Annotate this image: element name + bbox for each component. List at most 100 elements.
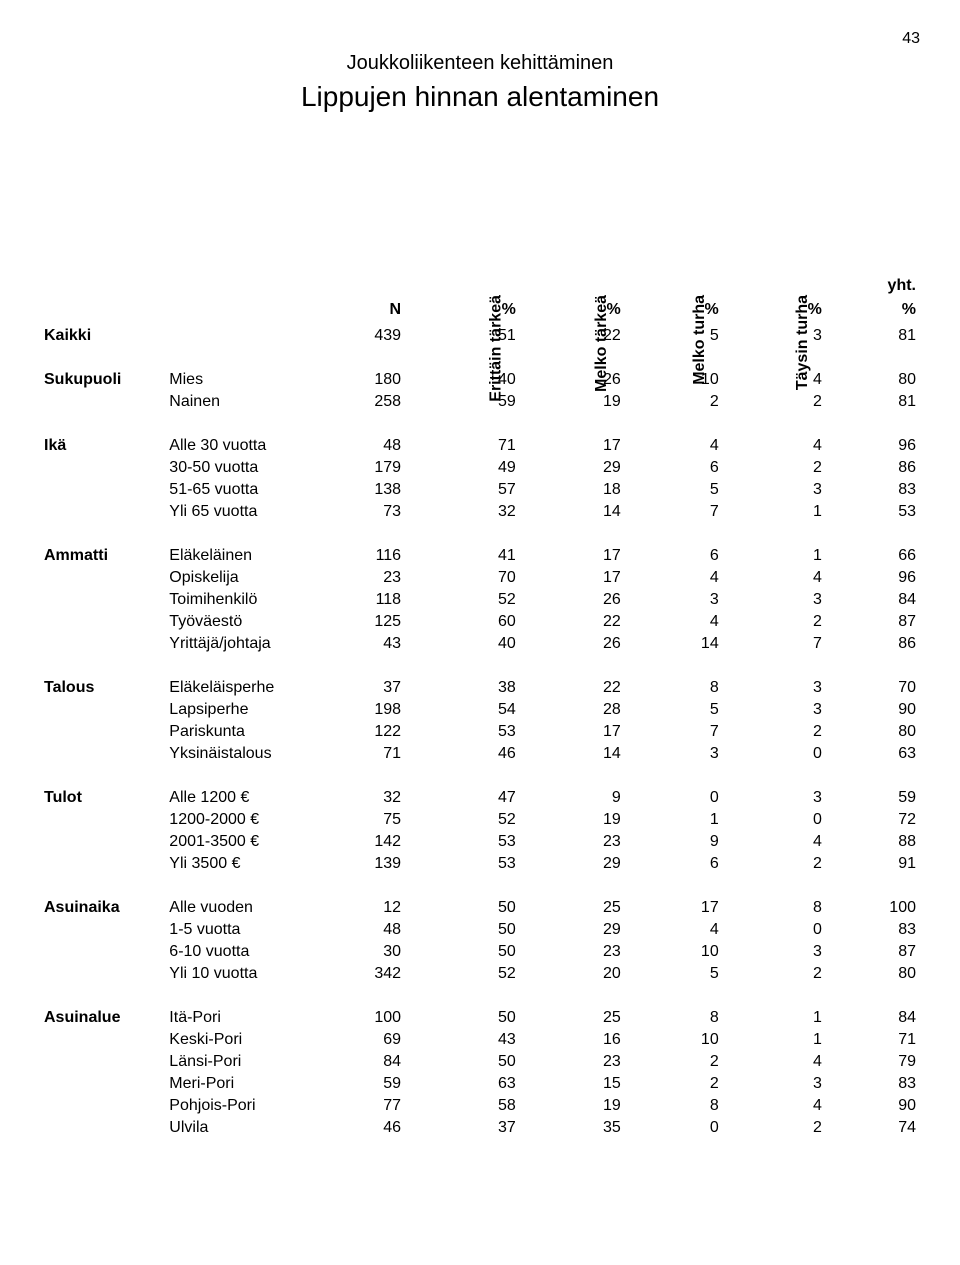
value-cell: 86 bbox=[826, 633, 920, 655]
n-cell: 100 bbox=[330, 1007, 405, 1029]
table-row: AsuinalueItä-Pori10050258184 bbox=[40, 1007, 920, 1029]
value-cell: 4 bbox=[723, 1095, 826, 1117]
value-cell: 1 bbox=[723, 545, 826, 567]
n-cell: 77 bbox=[330, 1095, 405, 1117]
value-cell: 0 bbox=[723, 743, 826, 765]
group-cell bbox=[40, 589, 165, 611]
table-row: 6-10 vuotta30502310387 bbox=[40, 941, 920, 963]
label-cell: Pariskunta bbox=[165, 721, 330, 743]
col-header-c5: yht. bbox=[826, 153, 920, 299]
value-cell: 6 bbox=[625, 853, 723, 875]
value-cell: 19 bbox=[520, 1095, 625, 1117]
n-cell: 12 bbox=[330, 897, 405, 919]
value-cell: 46 bbox=[405, 743, 520, 765]
value-cell: 1 bbox=[723, 1029, 826, 1051]
value-cell: 7 bbox=[723, 633, 826, 655]
value-cell: 4 bbox=[723, 435, 826, 457]
label-cell: 51-65 vuotta bbox=[165, 479, 330, 501]
value-cell: 70 bbox=[405, 567, 520, 589]
value-cell: 0 bbox=[723, 919, 826, 941]
value-cell: 2 bbox=[723, 457, 826, 479]
header-row-units: N % % % % % bbox=[40, 299, 920, 325]
value-cell: 60 bbox=[405, 611, 520, 633]
value-cell: 91 bbox=[826, 853, 920, 875]
n-cell: 180 bbox=[330, 369, 405, 391]
n-cell: 439 bbox=[330, 325, 405, 347]
group-cell: Talous bbox=[40, 677, 165, 699]
value-cell: 53 bbox=[405, 853, 520, 875]
value-cell: 66 bbox=[826, 545, 920, 567]
value-cell: 87 bbox=[826, 941, 920, 963]
spacer-row bbox=[40, 1139, 920, 1161]
value-cell: 32 bbox=[405, 501, 520, 523]
value-cell: 29 bbox=[520, 457, 625, 479]
value-cell: 2 bbox=[723, 721, 826, 743]
value-cell: 50 bbox=[405, 1051, 520, 1073]
value-cell: 17 bbox=[520, 545, 625, 567]
value-cell: 8 bbox=[723, 897, 826, 919]
label-cell: Eläkeläisperhe bbox=[165, 677, 330, 699]
value-cell: 22 bbox=[520, 677, 625, 699]
value-cell: 50 bbox=[405, 1007, 520, 1029]
group-cell bbox=[40, 699, 165, 721]
value-cell: 71 bbox=[826, 1029, 920, 1051]
value-cell: 59 bbox=[826, 787, 920, 809]
value-cell: 18 bbox=[520, 479, 625, 501]
spacer-row bbox=[40, 765, 920, 787]
value-cell: 86 bbox=[826, 457, 920, 479]
n-cell: 142 bbox=[330, 831, 405, 853]
value-cell: 96 bbox=[826, 567, 920, 589]
label-cell: 2001-3500 € bbox=[165, 831, 330, 853]
title-block: Joukkoliikenteen kehittäminen Lippujen h… bbox=[40, 52, 920, 113]
value-cell: 70 bbox=[826, 677, 920, 699]
value-cell: 10 bbox=[625, 1029, 723, 1051]
value-cell: 3 bbox=[625, 743, 723, 765]
group-cell bbox=[40, 809, 165, 831]
group-cell: Asuinaika bbox=[40, 897, 165, 919]
value-cell: 8 bbox=[625, 1007, 723, 1029]
value-cell: 80 bbox=[826, 963, 920, 985]
value-cell: 15 bbox=[520, 1073, 625, 1095]
group-cell: Asuinalue bbox=[40, 1007, 165, 1029]
label-cell: Opiskelija bbox=[165, 567, 330, 589]
n-cell: 48 bbox=[330, 435, 405, 457]
value-cell: 17 bbox=[520, 567, 625, 589]
value-cell: 2 bbox=[723, 1117, 826, 1139]
table-row: 30-50 vuotta17949296286 bbox=[40, 457, 920, 479]
label-cell: Nainen bbox=[165, 391, 330, 413]
value-cell: 53 bbox=[826, 501, 920, 523]
label-cell: 1200-2000 € bbox=[165, 809, 330, 831]
label-cell: 1-5 vuotta bbox=[165, 919, 330, 941]
value-cell: 3 bbox=[723, 479, 826, 501]
value-cell: 25 bbox=[520, 1007, 625, 1029]
value-cell: 53 bbox=[405, 831, 520, 853]
table-row: Toimihenkilö11852263384 bbox=[40, 589, 920, 611]
value-cell: 2 bbox=[723, 853, 826, 875]
value-cell: 4 bbox=[723, 567, 826, 589]
table-row: TulotAlle 1200 €324790359 bbox=[40, 787, 920, 809]
group-cell: Sukupuoli bbox=[40, 369, 165, 391]
n-cell: 73 bbox=[330, 501, 405, 523]
value-cell: 81 bbox=[826, 391, 920, 413]
value-cell: 8 bbox=[625, 1095, 723, 1117]
value-cell: 50 bbox=[405, 941, 520, 963]
value-cell: 43 bbox=[405, 1029, 520, 1051]
value-cell: 16 bbox=[520, 1029, 625, 1051]
value-cell: 38 bbox=[405, 677, 520, 699]
table-row: 1200-2000 €7552191072 bbox=[40, 809, 920, 831]
value-cell: 17 bbox=[625, 897, 723, 919]
group-cell bbox=[40, 853, 165, 875]
group-cell bbox=[40, 457, 165, 479]
n-cell: 116 bbox=[330, 545, 405, 567]
value-cell: 29 bbox=[520, 919, 625, 941]
group-cell bbox=[40, 1073, 165, 1095]
data-table: Erittäin tärkeä Melko tärkeä Melko turha… bbox=[40, 153, 920, 1161]
table-row: IkäAlle 30 vuotta4871174496 bbox=[40, 435, 920, 457]
label-cell: Alle vuoden bbox=[165, 897, 330, 919]
value-cell: 4 bbox=[625, 567, 723, 589]
n-cell: 71 bbox=[330, 743, 405, 765]
group-cell bbox=[40, 1051, 165, 1073]
n-cell: 32 bbox=[330, 787, 405, 809]
table-row: Pohjois-Pori7758198490 bbox=[40, 1095, 920, 1117]
value-cell: 4 bbox=[723, 1051, 826, 1073]
